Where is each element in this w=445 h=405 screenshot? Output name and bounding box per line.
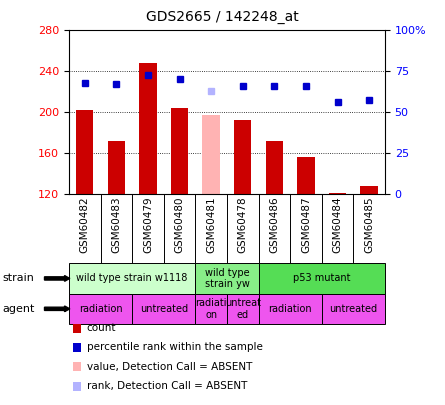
Text: GSM60478: GSM60478 (238, 196, 248, 253)
Text: rank, Detection Call = ABSENT: rank, Detection Call = ABSENT (87, 382, 247, 391)
Text: untreat
ed: untreat ed (225, 298, 261, 320)
Bar (360, 186, 378, 194)
Text: GSM60486: GSM60486 (269, 196, 279, 253)
Bar (139, 63, 157, 194)
Text: GSM60483: GSM60483 (111, 196, 121, 253)
Bar (266, 141, 283, 194)
Text: strain: strain (2, 273, 34, 283)
Text: GSM60479: GSM60479 (143, 196, 153, 253)
Bar (297, 158, 315, 194)
Text: untreated: untreated (140, 304, 188, 314)
Text: value, Detection Call = ABSENT: value, Detection Call = ABSENT (87, 362, 252, 372)
Bar (329, 193, 346, 194)
Text: count: count (87, 323, 116, 333)
Bar (108, 141, 125, 194)
Text: GDS2665 / 142248_at: GDS2665 / 142248_at (146, 10, 299, 24)
Text: radiati
on: radiati on (195, 298, 227, 320)
Text: untreated: untreated (329, 304, 377, 314)
Text: agent: agent (2, 304, 35, 314)
Bar (171, 108, 188, 194)
Text: GSM60481: GSM60481 (206, 196, 216, 253)
Text: radiation: radiation (79, 304, 122, 314)
Text: p53 mutant: p53 mutant (293, 273, 351, 283)
Text: percentile rank within the sample: percentile rank within the sample (87, 343, 263, 352)
Text: GSM60482: GSM60482 (80, 196, 90, 253)
Bar (234, 119, 251, 194)
Bar (76, 110, 93, 194)
Text: GSM60487: GSM60487 (301, 196, 311, 253)
Text: wild type strain w1118: wild type strain w1118 (77, 273, 188, 283)
Text: GSM60485: GSM60485 (364, 196, 374, 253)
Text: wild type
strain yw: wild type strain yw (205, 268, 249, 289)
Text: radiation: radiation (268, 304, 312, 314)
Text: GSM60480: GSM60480 (174, 196, 185, 253)
Text: GSM60484: GSM60484 (332, 196, 343, 253)
Bar (202, 115, 220, 194)
